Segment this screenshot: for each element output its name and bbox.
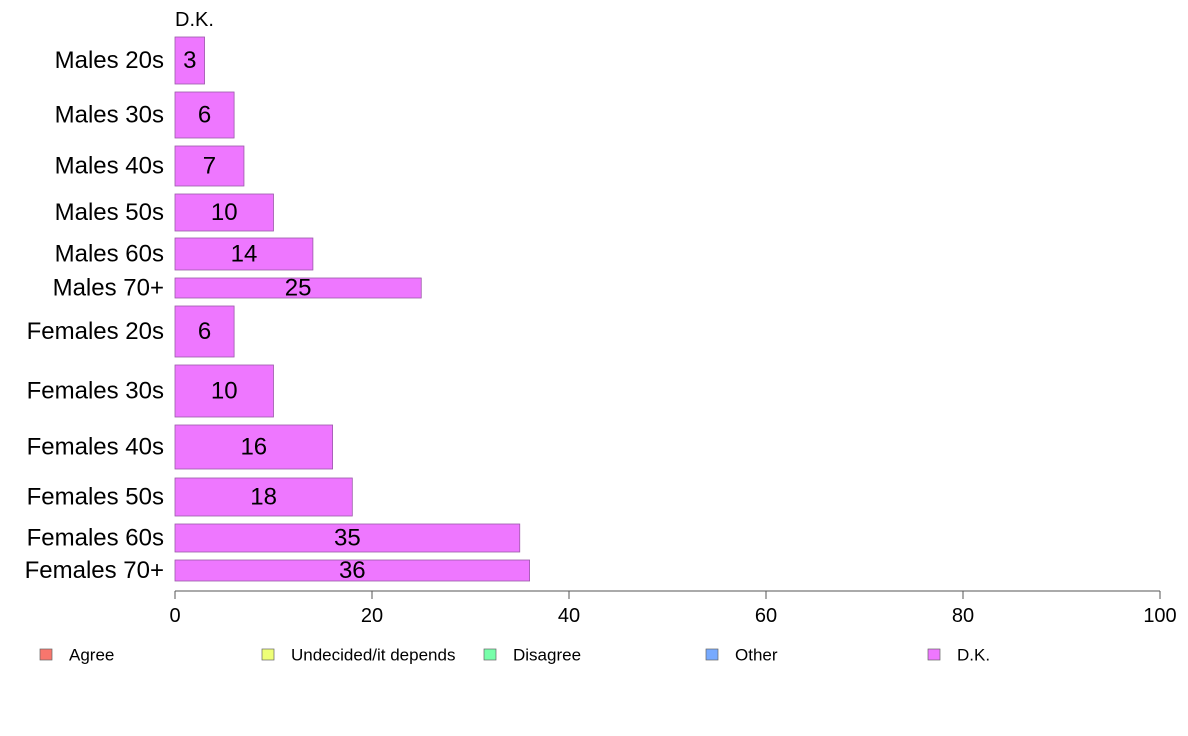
data-label: 10 (211, 378, 238, 405)
data-label: 18 (250, 484, 277, 511)
bar (174, 36, 205, 85)
data-label: 3 (183, 47, 196, 74)
bar (174, 145, 245, 187)
bar (174, 91, 235, 139)
category-label: Males 40s (55, 153, 164, 180)
bar (174, 193, 274, 232)
data-label: 10 (211, 199, 238, 226)
x-tick-label: 100 (1143, 605, 1176, 627)
x-tick-label: 20 (361, 605, 383, 627)
panel-label: D.K. (175, 9, 214, 31)
category-label: Males 60s (55, 241, 164, 268)
legend-label: Undecided/it depends (291, 646, 455, 665)
legend: Agree Undecided/it depends Disagree Other D.… (39, 646, 990, 665)
category-label: Females 20s (27, 318, 164, 345)
legend-label: Agree (69, 646, 114, 665)
legend-label: D.K. (957, 646, 990, 665)
x-tick-label: 0 (169, 605, 180, 627)
data-label: 6 (198, 318, 211, 345)
category-label: Females 40s (27, 434, 164, 461)
legend-swatch (39, 648, 53, 661)
category-label: Females 30s (27, 378, 164, 405)
category-labels-group: Males 20s Males 30s Males 40s Males 50s Male… (25, 47, 164, 584)
category-label: Females 70+ (25, 557, 164, 584)
data-label: 6 (198, 102, 211, 129)
category-label: Males 70+ (53, 275, 164, 302)
data-label: 25 (285, 275, 312, 302)
legend-label: Disagree (513, 646, 581, 665)
x-tick-label: 40 (558, 605, 580, 627)
category-label: Males 50s (55, 199, 164, 226)
bar (174, 277, 422, 299)
legend-label: Other (735, 646, 778, 665)
data-label: 36 (339, 557, 366, 584)
category-label: Males 30s (55, 102, 164, 129)
legend-swatch (705, 648, 719, 661)
bar (174, 424, 334, 470)
data-label: 16 (240, 434, 267, 461)
category-label: Females 50s (27, 484, 164, 511)
data-label: 14 (231, 241, 258, 268)
bar (174, 523, 521, 553)
bar (174, 477, 353, 517)
x-tick-label: 80 (952, 605, 974, 627)
bar (174, 305, 235, 358)
data-label: 35 (334, 525, 361, 552)
legend-swatch (927, 648, 941, 661)
category-label: Females 60s (27, 525, 164, 552)
bar (174, 559, 531, 582)
data-label: 7 (203, 153, 216, 180)
x-tick-label: 60 (755, 605, 777, 627)
category-label: Males 20s (55, 47, 164, 74)
bar (174, 364, 274, 418)
legend-swatch (483, 648, 497, 661)
legend-swatch (261, 648, 275, 661)
bar (174, 237, 314, 271)
x-axis: 0 20 40 60 80 100 (169, 590, 1177, 627)
